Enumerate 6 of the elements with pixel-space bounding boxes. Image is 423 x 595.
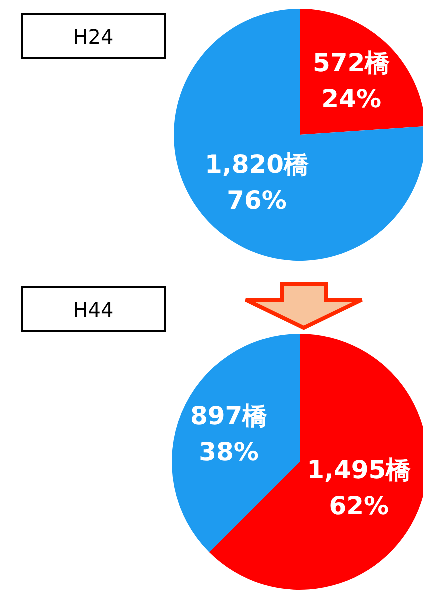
data-label: 1,495橋 62% [307, 455, 412, 520]
data-label: 1,820橋 76% [204, 150, 310, 216]
text: H24 [73, 25, 114, 49]
data-label: 897橋 38% [190, 402, 269, 467]
data-label: 572橋 24% [313, 48, 392, 114]
chart-title: H44 [73, 298, 114, 322]
